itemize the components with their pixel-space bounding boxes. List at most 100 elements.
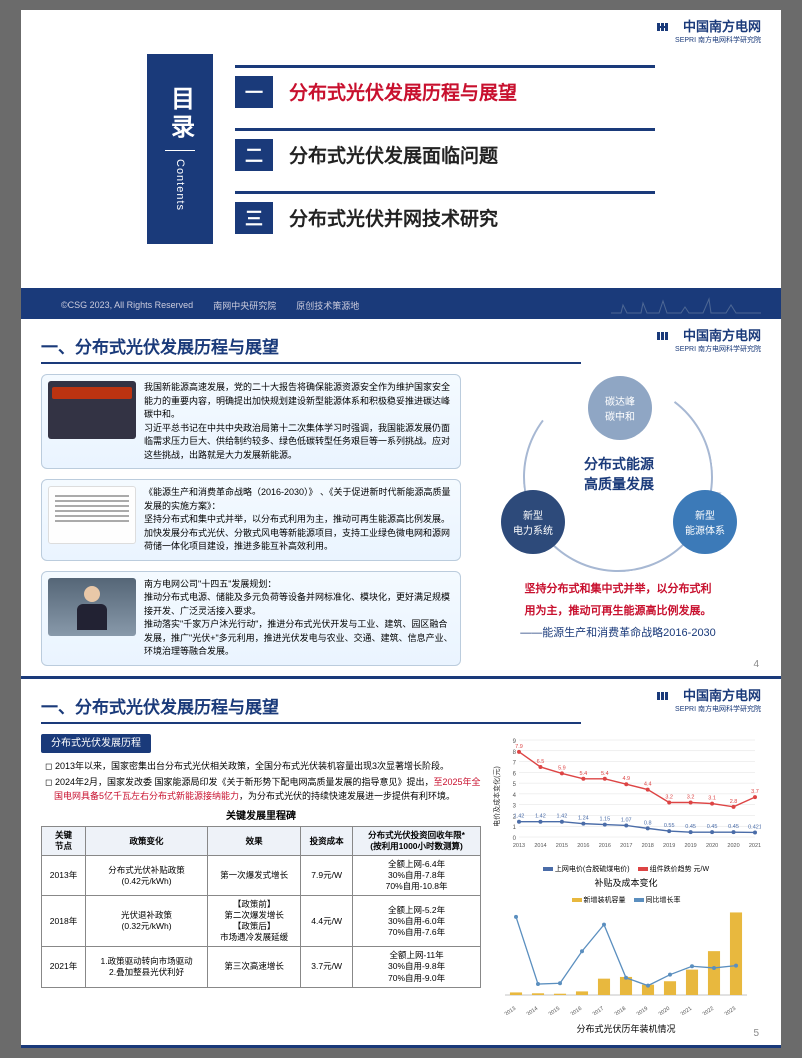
toc-han: 目录 (163, 86, 198, 142)
svg-text:2014: 2014 (534, 843, 546, 849)
svg-text:3.1: 3.1 (708, 795, 716, 801)
section-title: 一、分布式光伏发展历程与展望 (41, 333, 581, 364)
footer-copyright: ©CSG 2023, All Rights Reserved (61, 300, 193, 310)
chart2-legend: 新增装机容量 同比增长率 (491, 895, 761, 905)
card1-p2: 习近平总书记在中共中央政治局第十二次集体学习时强调，我国能源发展仍面临需求压力巨… (144, 422, 454, 463)
card3-p1: 南方电网公司"十四五"发展规划： (144, 578, 454, 592)
toc-box: 目录 Contents (147, 54, 213, 244)
toc-num-3: 三 (235, 202, 273, 234)
svg-text:6.5: 6.5 (537, 758, 545, 764)
svg-text:0.55: 0.55 (664, 823, 675, 829)
svg-text:1.42: 1.42 (557, 813, 568, 819)
svg-text:5.4: 5.4 (580, 770, 588, 776)
toc-items: 一 分布式光伏发展历程与展望 二 分布式光伏发展面临问题 三 分布式光伏并网技术… (235, 65, 655, 234)
svg-text:2021: 2021 (749, 843, 761, 849)
svg-text:5.4: 5.4 (601, 770, 609, 776)
svg-text:1.15: 1.15 (599, 816, 610, 822)
energy-cycle-diagram: 碳达峰 碳中和 新型 电力系统 新型 能源体系 分布式能源 高质量发展 (489, 374, 747, 574)
toc-item-1: 一 分布式光伏发展历程与展望 (235, 65, 655, 108)
svg-text:5: 5 (513, 782, 517, 788)
table-title: 关键发展里程碑 (41, 809, 481, 824)
svg-text:0.45: 0.45 (685, 824, 696, 830)
svg-text:2017: 2017 (592, 1005, 605, 1014)
card3-thumb (48, 578, 136, 636)
node-center: 分布式能源 高质量发展 (564, 446, 674, 502)
policy-card-2: 《能源生产和消费革命战略（2016-2030）》 、《关于促进新时代新能源高质量… (41, 479, 461, 561)
svg-text:7: 7 (513, 760, 517, 766)
svg-text:2020: 2020 (727, 843, 739, 849)
svg-text:8: 8 (513, 749, 517, 755)
slide-history-detail: 中国南方电网 SEPRI 南方电网科学研究院 一、分布式光伏发展历程与展望 分布… (21, 679, 781, 1048)
card3-p2: 推动分布式电源、储能及多元负荷等设备并网标准化、模块化，更好满足规模接开发、广泛… (144, 591, 454, 618)
svg-text:2016: 2016 (577, 843, 589, 849)
footer-org1: 南网中央研究院 (213, 299, 276, 312)
milestone-table: 关键 节点政策变化效果投资成本分布式光伏投资回收年限* (按利用1000小时数测… (41, 826, 481, 988)
svg-text:2020: 2020 (706, 843, 718, 849)
toc-num-1: 一 (235, 76, 273, 108)
svg-text:1.42: 1.42 (535, 813, 546, 819)
svg-text:2019: 2019 (636, 1005, 649, 1014)
toc-num-2: 二 (235, 139, 273, 171)
svg-text:2014: 2014 (526, 1005, 539, 1014)
svg-text:2013: 2013 (513, 843, 525, 849)
toc-label-3: 分布式光伏并网技术研究 (289, 204, 498, 231)
svg-text:2.8: 2.8 (730, 798, 738, 804)
svg-text:4: 4 (513, 792, 517, 798)
chart2-title: 分布式光伏历年装机情况 (491, 1022, 761, 1035)
diagram-caption-3: ——能源生产和消费革命战略2016-2030 (520, 624, 716, 640)
installation-chart: 新增装机容量 同比增长率 201320142015201620172018201… (491, 895, 761, 1035)
policy-card-1: 我国新能源高速发展，党的二十大报告将确保能源资源安全作为维护国家安全能力的重要内… (41, 374, 461, 469)
svg-text:2022: 2022 (702, 1005, 715, 1014)
card1-p1: 我国新能源高速发展，党的二十大报告将确保能源资源安全作为维护国家安全能力的重要内… (144, 381, 454, 422)
svg-text:2023: 2023 (724, 1005, 737, 1014)
svg-text:4.4: 4.4 (644, 781, 652, 787)
chart1-legend: 上网电价(合脱硫煤电价) 组件跌价趋势 元/W (491, 864, 761, 874)
footer-skyline-icon (611, 295, 761, 317)
page-number: 4 (753, 659, 759, 670)
slide-history-overview: 中国南方电网 SEPRI 南方电网科学研究院 一、分布式光伏发展历程与展望 我国… (21, 319, 781, 679)
svg-text:1.24: 1.24 (578, 815, 589, 821)
toc-label-1: 分布式光伏发展历程与展望 (289, 78, 517, 105)
svg-text:4.9: 4.9 (622, 776, 630, 782)
svg-text:5.9: 5.9 (558, 765, 566, 771)
toc-item-2: 二 分布式光伏发展面临问题 (235, 128, 655, 171)
section-title: 一、分布式光伏发展历程与展望 (41, 693, 581, 724)
svg-text:6: 6 (513, 771, 517, 777)
svg-text:1.42: 1.42 (514, 813, 525, 819)
card2-p1: 《能源生产和消费革命战略（2016-2030）》 、《关于促进新时代新能源高质量… (144, 486, 454, 513)
svg-text:2019: 2019 (685, 843, 697, 849)
brand-sub: SEPRI 南方电网科学研究院 (675, 37, 761, 44)
svg-text:1.07: 1.07 (621, 817, 632, 823)
svg-text:2020: 2020 (658, 1005, 671, 1014)
svg-text:2015: 2015 (556, 843, 568, 849)
svg-text:0.421: 0.421 (748, 824, 761, 830)
svg-text:0.8: 0.8 (644, 820, 652, 826)
toc-eng: Contents (174, 159, 186, 211)
svg-text:3.2: 3.2 (687, 794, 695, 800)
brand-logo: 中国南方电网 SEPRI 南方电网科学研究院 (657, 689, 761, 714)
toc-label-2: 分布式光伏发展面临问题 (289, 141, 498, 168)
svg-text:2017: 2017 (620, 843, 632, 849)
card2-p3: 加快发展分布式光伏、分散式风电等新能源项目，支持工业绿色微电网和源网荷储一体化项… (144, 527, 454, 554)
footer-org2: 原创技术策源地 (296, 299, 359, 312)
svg-text:2016: 2016 (570, 1005, 583, 1014)
svg-text:3: 3 (513, 803, 517, 809)
subsidy-cost-chart: 0123456789电价及成本变化(元)20132014201520162016… (491, 734, 761, 889)
svg-text:2015: 2015 (548, 1005, 561, 1014)
svg-text:0.45: 0.45 (707, 824, 718, 830)
slide-contents: 中国南方电网 SEPRI 南方电网科学研究院 目录 Contents 一 分布式… (21, 10, 781, 291)
svg-text:7.9: 7.9 (515, 743, 523, 749)
para-2: ◻ 2024年2月，国家发改委 国家能源局印发《关于新形势下配电网高质量发展的指… (45, 776, 481, 803)
svg-text:2018: 2018 (642, 843, 654, 849)
card1-thumb (48, 381, 136, 439)
node-carbon: 碳达峰 碳中和 (588, 376, 652, 440)
card2-thumb (48, 486, 136, 544)
subsection-tag: 分布式光伏发展历程 (41, 734, 151, 753)
diagram-caption-2: 用为主，推动可再生能源高比例发展。 (525, 602, 712, 618)
brand-logo: 中国南方电网 SEPRI 南方电网科学研究院 (657, 329, 761, 354)
card3-p3: 推动落实"千家万户沐光行动"，推进分布式光伏开发与工业、建筑、园区融合发展，推广… (144, 618, 454, 659)
svg-text:3.2: 3.2 (665, 794, 673, 800)
brand-logo: 中国南方电网 SEPRI 南方电网科学研究院 (657, 20, 761, 45)
node-energy: 新型 能源体系 (673, 490, 737, 554)
policy-cards: 我国新能源高速发展，党的二十大报告将确保能源资源安全作为维护国家安全能力的重要内… (41, 374, 461, 666)
